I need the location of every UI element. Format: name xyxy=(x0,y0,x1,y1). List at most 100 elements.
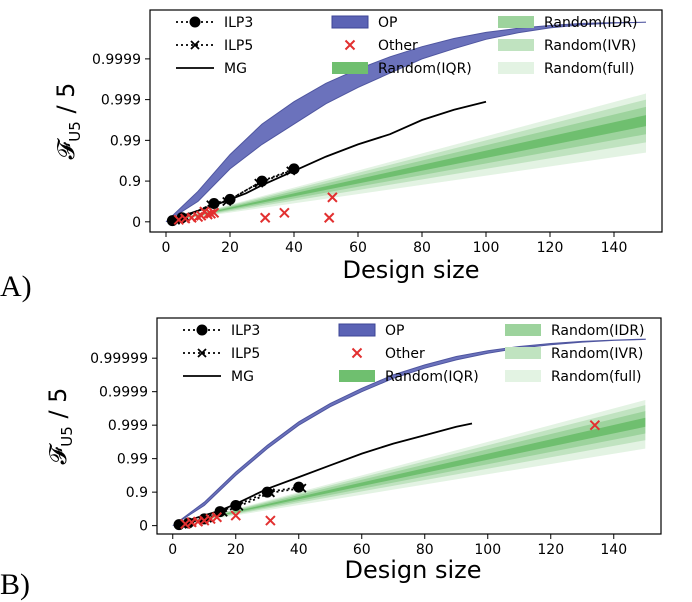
ilp5-point xyxy=(297,483,307,493)
legend-b: ILP3 ILP5 MG OP Other Random(IQR) Random(IDR) R… xyxy=(183,323,645,385)
ilp5-point xyxy=(286,166,296,176)
x-tick-label: 100 xyxy=(473,240,500,256)
y-tick-label: 0.9999 xyxy=(92,52,141,68)
legend-swatch-idr xyxy=(498,16,534,28)
y-tick-label: 0.99999 xyxy=(90,351,148,367)
legend-label-iqr: Random(IQR) xyxy=(385,369,479,385)
legend-swatch-full xyxy=(505,370,541,382)
legend-marker-ilp3 xyxy=(189,16,201,28)
other-point xyxy=(208,207,220,219)
legend-marker-ilp5 xyxy=(190,40,200,50)
panel-a: A) 0 20 40 60 80 100 120 140 0 0.9 0.99 0.999 0.9999… xyxy=(0,9,663,303)
legend-swatch-ivr xyxy=(498,39,534,51)
band-op-a xyxy=(165,21,647,223)
legend-swatch-ivr xyxy=(505,347,541,359)
y-tick-label: 0.999 xyxy=(108,418,148,434)
y-tick-label: 0.99 xyxy=(110,133,141,149)
legend-swatch-iqr xyxy=(339,370,375,382)
legend-label-ilp3: ILP3 xyxy=(224,15,253,31)
x-tick-label: 140 xyxy=(601,240,628,256)
x-tick-label: 80 xyxy=(416,542,434,558)
y-axis-label-a: 𝓕U5 / 5 xyxy=(52,83,84,160)
legend-label-mg: MG xyxy=(224,61,247,77)
plot-area-b xyxy=(172,338,646,531)
band-randomivr-b xyxy=(172,405,646,526)
x-tick-label: 40 xyxy=(290,542,308,558)
legend-label-mg: MG xyxy=(231,369,254,385)
legend-label-ivr: Random(IVR) xyxy=(544,38,636,54)
y-tick-label: 0.9999 xyxy=(99,385,148,401)
y-tick-label: 0.99 xyxy=(117,452,148,468)
y-tick-label: 0.9 xyxy=(119,174,141,190)
legend-swatch-iqr xyxy=(332,62,368,74)
band-op-b xyxy=(172,338,646,527)
legend-marker-other xyxy=(344,39,356,51)
ilp5-point xyxy=(254,178,264,188)
other-point xyxy=(211,512,223,523)
legend-label-idr: Random(IDR) xyxy=(544,15,638,31)
y-axis-label-a-main: 𝓕 xyxy=(52,137,80,159)
ilp5-point xyxy=(222,196,232,207)
x-tick-label: 120 xyxy=(537,542,564,558)
legend-label-full: Random(full) xyxy=(544,61,634,77)
legend-label-ilp5: ILP5 xyxy=(231,346,260,362)
legend-swatch-op xyxy=(331,15,369,29)
y-axis-label-b-main: 𝓕 xyxy=(44,442,72,464)
y-axis-label-b-rest: / 5 xyxy=(44,388,72,427)
ilp5-point xyxy=(234,501,244,511)
other-point xyxy=(279,207,290,219)
panel-label-a: A) xyxy=(0,270,32,303)
x-tick-label: 20 xyxy=(221,240,239,256)
band-randomfull-b xyxy=(172,400,646,526)
band-randomidr-b xyxy=(172,411,646,526)
legend-label-other: Other xyxy=(385,346,425,362)
other-point xyxy=(205,208,217,219)
x-tick-label: 0 xyxy=(168,542,177,558)
x-tick-label: 140 xyxy=(600,542,627,558)
other-point xyxy=(589,419,601,431)
legend-label-ivr: Random(IVR) xyxy=(551,346,643,362)
y-tick-label: 0 xyxy=(132,215,141,231)
plot-frame-a xyxy=(149,9,663,233)
ilp3-point xyxy=(261,486,273,498)
legend-marker-other xyxy=(351,347,363,359)
y-tick-label: 0.9 xyxy=(126,485,148,501)
ilp5-point xyxy=(170,215,181,225)
legend-a: ILP3 ILP5 MG OP Other Random(IQR) Random(IDR) R… xyxy=(176,15,638,77)
legend-label-ilp5: ILP5 xyxy=(224,38,253,54)
x-tick-label: 100 xyxy=(474,542,501,558)
legend-label-op: OP xyxy=(385,323,404,339)
y-axis-label-a-rest: / 5 xyxy=(52,83,80,122)
x-axis-label-b: Design size xyxy=(344,556,481,584)
y-axis-label-b: 𝓕U5 / 5 xyxy=(44,388,76,465)
band-randomfull-a xyxy=(166,93,646,222)
legend-swatch-op xyxy=(338,323,376,337)
plot-area-a xyxy=(165,21,647,227)
other-point xyxy=(327,192,338,203)
other-point xyxy=(230,510,241,521)
legend-swatch-full xyxy=(498,62,534,74)
band-randomidr-a xyxy=(166,106,646,222)
legend-label-idr: Random(IDR) xyxy=(551,323,645,339)
legend-marker-ilp3 xyxy=(196,324,208,336)
ilp5-point xyxy=(265,488,276,498)
ilp5-point xyxy=(177,519,187,529)
x-axis-label-a: Design size xyxy=(342,256,479,284)
legend-marker-ilp5 xyxy=(197,348,207,358)
other-point xyxy=(265,515,276,526)
x-tick-label: 40 xyxy=(285,240,303,256)
y-tick-label: 0.999 xyxy=(101,93,141,109)
ilp3-point xyxy=(293,481,305,493)
y-tick-label: 0 xyxy=(139,519,148,535)
x-tick-label: 20 xyxy=(227,542,245,558)
x-tick-label: 120 xyxy=(537,240,564,256)
legend-label-ilp3: ILP3 xyxy=(231,323,260,339)
x-tick-label: 60 xyxy=(349,240,367,256)
x-tick-label: 60 xyxy=(353,542,371,558)
other-point xyxy=(323,212,335,223)
y-axis-label-a-sub: U5 xyxy=(66,121,84,142)
x-tick-label: 80 xyxy=(413,240,431,256)
y-axis-label-b-sub: U5 xyxy=(58,426,76,447)
ilp3-point xyxy=(230,500,242,512)
